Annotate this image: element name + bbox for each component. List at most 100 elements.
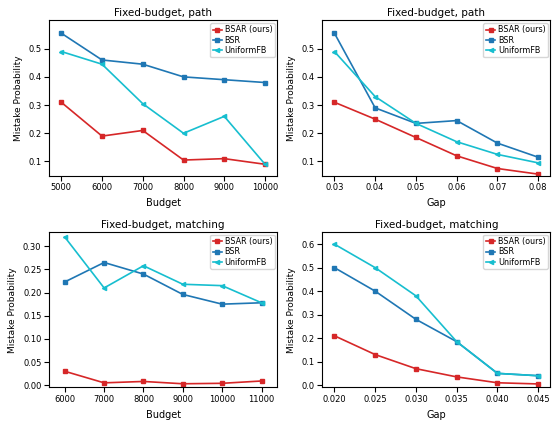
BSAR (ours) (139, 128, 146, 133)
BSR (62, 279, 68, 285)
BSR (413, 317, 419, 322)
BSAR (ours) (494, 166, 501, 171)
Title: Fixed-budget, path: Fixed-budget, path (114, 8, 212, 18)
UniformFB (101, 285, 108, 291)
UniformFB (139, 101, 146, 106)
BSAR (ours) (258, 378, 265, 383)
BSAR (ours) (180, 158, 187, 163)
BSAR (ours) (99, 134, 105, 139)
BSR (262, 80, 268, 85)
BSR (101, 260, 108, 265)
Y-axis label: Mistake Probability: Mistake Probability (287, 55, 296, 141)
UniformFB (221, 114, 227, 119)
BSR (258, 300, 265, 305)
BSR (372, 105, 379, 110)
BSAR (ours) (454, 374, 460, 380)
UniformFB (372, 94, 379, 99)
UniformFB (413, 121, 419, 126)
UniformFB (535, 160, 542, 166)
BSR (140, 271, 147, 276)
UniformFB (140, 263, 147, 268)
Y-axis label: Mistake Probability: Mistake Probability (13, 55, 22, 141)
BSR (535, 155, 542, 160)
UniformFB (62, 235, 68, 240)
BSAR (ours) (535, 172, 542, 177)
Line: BSAR (ours): BSAR (ours) (63, 369, 264, 386)
BSAR (ours) (454, 153, 460, 158)
BSAR (ours) (413, 366, 419, 371)
BSR (58, 31, 64, 36)
X-axis label: Budget: Budget (146, 198, 181, 208)
BSAR (ours) (62, 369, 68, 374)
Title: Fixed-budget, matching: Fixed-budget, matching (101, 220, 225, 230)
Y-axis label: Mistake Probability: Mistake Probability (8, 267, 17, 353)
BSR (331, 31, 338, 36)
UniformFB (535, 373, 542, 378)
Legend: BSAR (ours), BSR, UniformFB: BSAR (ours), BSR, UniformFB (483, 23, 548, 57)
UniformFB (372, 265, 379, 270)
BSR (221, 77, 227, 82)
BSR (454, 118, 460, 123)
Y-axis label: Mistake Probability: Mistake Probability (287, 267, 296, 353)
BSAR (ours) (331, 333, 338, 339)
BSAR (ours) (494, 380, 501, 385)
UniformFB (454, 139, 460, 144)
UniformFB (219, 283, 226, 288)
BSAR (ours) (219, 381, 226, 386)
UniformFB (99, 62, 105, 67)
BSR (494, 371, 501, 376)
Line: BSR: BSR (59, 31, 267, 85)
UniformFB (331, 49, 338, 54)
BSR (139, 62, 146, 67)
X-axis label: Gap: Gap (426, 410, 446, 420)
BSR (331, 265, 338, 270)
UniformFB (494, 152, 501, 157)
BSR (179, 292, 186, 297)
UniformFB (331, 241, 338, 247)
BSR (535, 373, 542, 378)
UniformFB (413, 293, 419, 298)
BSAR (ours) (140, 379, 147, 384)
UniformFB (180, 131, 187, 136)
BSAR (ours) (221, 156, 227, 161)
BSAR (ours) (101, 380, 108, 385)
Line: BSR: BSR (332, 31, 540, 159)
BSAR (ours) (413, 135, 419, 140)
BSR (99, 57, 105, 62)
Legend: BSAR (ours), BSR, UniformFB: BSAR (ours), BSR, UniformFB (483, 235, 548, 269)
UniformFB (262, 162, 268, 167)
BSAR (ours) (262, 162, 268, 167)
UniformFB (258, 300, 265, 305)
Line: BSR: BSR (332, 265, 540, 378)
BSR (219, 302, 226, 307)
Line: UniformFB: UniformFB (63, 235, 264, 305)
X-axis label: Budget: Budget (146, 410, 181, 420)
BSAR (ours) (372, 352, 379, 357)
BSR (454, 339, 460, 344)
UniformFB (454, 339, 460, 344)
Title: Fixed-budget, path: Fixed-budget, path (388, 8, 486, 18)
Line: BSAR (ours): BSAR (ours) (59, 100, 267, 166)
Legend: BSAR (ours), BSR, UniformFB: BSAR (ours), BSR, UniformFB (210, 235, 275, 269)
UniformFB (58, 49, 64, 54)
BSR (180, 74, 187, 80)
UniformFB (179, 282, 186, 287)
Title: Fixed-budget, matching: Fixed-budget, matching (375, 220, 498, 230)
BSR (372, 288, 379, 294)
BSAR (ours) (372, 116, 379, 122)
Legend: BSAR (ours), BSR, UniformFB: BSAR (ours), BSR, UniformFB (210, 23, 275, 57)
X-axis label: Gap: Gap (426, 198, 446, 208)
Line: BSAR (ours): BSAR (ours) (332, 334, 540, 386)
BSAR (ours) (331, 100, 338, 105)
Line: UniformFB: UniformFB (59, 49, 267, 166)
Line: BSAR (ours): BSAR (ours) (332, 100, 540, 176)
UniformFB (494, 371, 501, 376)
Line: UniformFB: UniformFB (332, 242, 540, 378)
BSR (413, 121, 419, 126)
Line: UniformFB: UniformFB (332, 49, 540, 165)
BSAR (ours) (179, 381, 186, 386)
Line: BSR: BSR (63, 260, 264, 306)
BSAR (ours) (535, 381, 542, 386)
BSR (494, 140, 501, 146)
BSAR (ours) (58, 100, 64, 105)
